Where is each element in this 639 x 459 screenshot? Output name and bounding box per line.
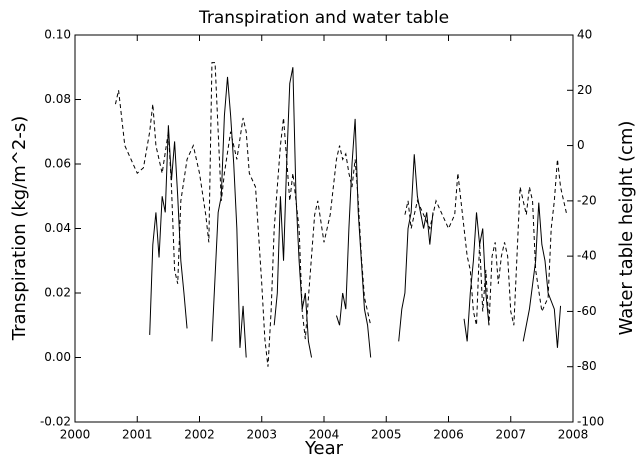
- y-tick-label: 0.06: [44, 157, 71, 171]
- y-tick-label: 0.08: [44, 92, 71, 106]
- chart-title: Transpiration and water table: [198, 8, 449, 28]
- y2-tick-label: -60: [577, 304, 597, 318]
- x-tick-label: 2001: [122, 428, 153, 442]
- y-tick-label: 0.00: [44, 350, 71, 364]
- y2-tick-label: 20: [577, 83, 592, 97]
- x-tick-label: 2003: [246, 428, 277, 442]
- x-tick-label: 2008: [558, 428, 589, 442]
- x-tick-label: 2004: [309, 428, 340, 442]
- x-axis-label: Year: [304, 438, 344, 459]
- x-tick-label: 2000: [60, 428, 91, 442]
- y2-tick-label: -100: [577, 415, 604, 429]
- y-axis-label: Transpiration (kg/m^2-s): [9, 116, 30, 342]
- y2-tick-label: -20: [577, 193, 597, 207]
- y2-tick-label: 0: [577, 138, 585, 152]
- y2-tick-label: -80: [577, 359, 597, 373]
- y-tick-label: 0.10: [44, 28, 71, 42]
- x-tick-label: 2005: [371, 428, 402, 442]
- x-tick-label: 2006: [433, 428, 464, 442]
- y-tick-label: -0.02: [40, 415, 71, 429]
- x-tick-label: 2002: [184, 428, 215, 442]
- plot-frame: [74, 34, 574, 423]
- y2-tick-label: 40: [577, 28, 592, 42]
- y2-axis-label: Water table height (cm): [616, 121, 637, 336]
- y2-tick-label: -40: [577, 249, 597, 263]
- data-line: [114, 62, 568, 367]
- x-tick-label: 2007: [495, 428, 526, 442]
- y-tick-label: 0.04: [44, 221, 71, 235]
- data-line: [149, 67, 562, 358]
- y-tick-label: 0.02: [44, 286, 71, 300]
